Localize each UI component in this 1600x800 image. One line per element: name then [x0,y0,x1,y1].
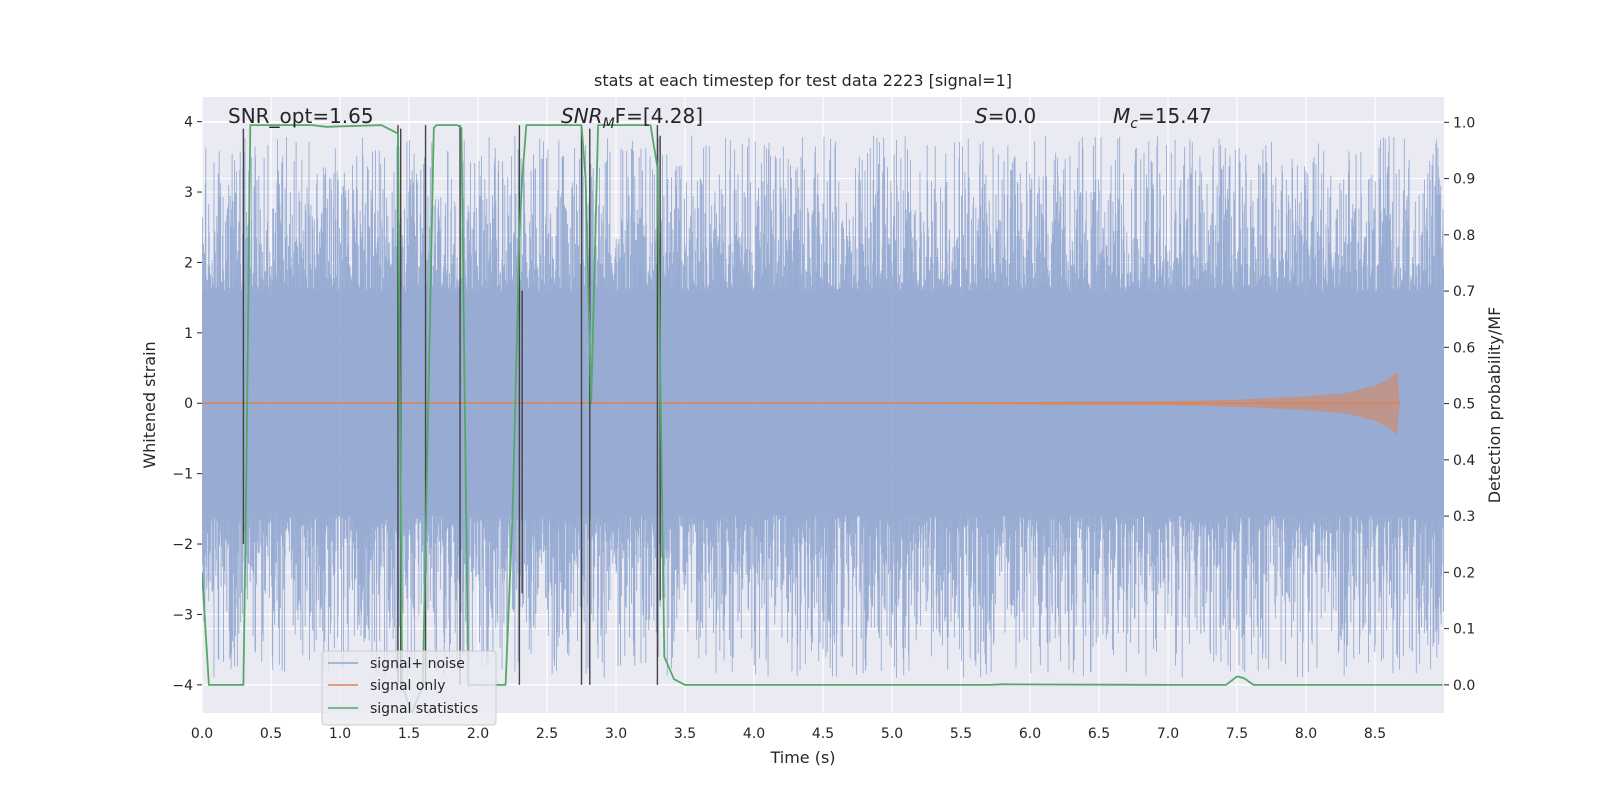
mc-sub: c [1130,116,1138,132]
statistics-trace [202,124,1443,713]
y-axis-ticks: −4 −3 −2 −1 0 1 2 3 4 [172,115,202,694]
x-tick-label: 3.5 [674,726,696,742]
y-tick-label: −2 [172,537,193,553]
x-tick-label: 6.5 [1088,726,1110,742]
x-tick-label: 4.5 [812,726,834,742]
x-axis-label: Time (s) [769,748,835,767]
y-tick-label: 0 [184,396,193,412]
y-tick-label: 4 [184,115,193,131]
x-tick-label: 0.5 [260,726,282,742]
y-tick-label: 3 [184,185,193,201]
mc-annotation: Mc=15.47 [1113,104,1212,132]
y-right-tick-label: 0.1 [1453,622,1475,638]
legend-label-stats: signal statistics [370,701,478,717]
snr-opt-annotation: SNR_opt=1.65 [228,104,374,128]
snr-mf-rest: F=[4.28] [615,104,703,128]
x-axis-ticks: 0.0 0.5 1.0 1.5 2.0 2.5 3.0 3.5 4.0 4.5 5.0 5.5 6.0 6… [191,726,1386,742]
legend-label-signal: signal only [370,678,445,694]
snr-mf-annotation: SNRMF=[4.28] [561,104,703,132]
y-tick-label: 2 [184,255,193,271]
x-tick-label: 2.0 [467,726,489,742]
snr-mf-sub: M [603,116,615,132]
x-tick-label: 5.5 [950,726,972,742]
y-axis-label: Whitened strain [140,341,159,468]
y-right-tick-label: 0.9 [1453,172,1475,188]
s-var: S [975,104,988,128]
noise-trace [202,135,1444,678]
s-rest: =0.0 [988,104,1037,128]
y-right-tick-label: 0.4 [1453,453,1475,469]
snr-mf-var: SNR [561,104,603,128]
signal-only-series [202,371,1400,435]
x-tick-label: 1.0 [329,726,351,742]
y-tick-label: −4 [172,678,193,694]
x-tick-label: 2.5 [536,726,558,742]
signal-statistics-series [202,124,1443,713]
x-tick-label: 8.5 [1364,726,1386,742]
y-tick-label: −1 [172,467,193,483]
legend-label-noise: signal+ noise [370,656,465,672]
x-tick-label: 0.0 [191,726,213,742]
y-right-tick-label: 0.6 [1453,340,1475,356]
y-right-tick-label: 0.2 [1453,565,1475,581]
legend: signal+ noise signal only signal statist… [321,650,497,726]
y-right-tick-label: 0.7 [1453,284,1475,300]
y-right-tick-label: 0.5 [1453,397,1475,413]
y-tick-label: 1 [184,326,193,342]
y-right-tick-label: 0.0 [1453,678,1475,694]
x-tick-label: 7.0 [1157,726,1179,742]
x-tick-label: 7.5 [1226,726,1248,742]
y-axis-right-ticks: 0.0 0.1 0.2 0.3 0.4 0.5 0.6 0.7 0.8 0.9 1.0 [1444,115,1475,694]
y-right-tick-label: 0.3 [1453,509,1475,525]
y-right-tick-label: 0.8 [1453,228,1475,244]
signal-noise-series [202,135,1444,678]
x-tick-label: 3.0 [605,726,627,742]
x-tick-label: 4.0 [743,726,765,742]
y-tick-label: −3 [172,607,193,623]
y-axis-right-label: Detection probability/MF [1485,307,1504,504]
x-tick-label: 6.0 [1019,726,1041,742]
x-tick-label: 8.0 [1295,726,1317,742]
chart-title: stats at each timestep for test data 222… [594,71,1012,90]
x-tick-label: 1.5 [398,726,420,742]
mc-rest: =15.47 [1138,104,1212,128]
x-tick-label: 5.0 [881,726,903,742]
mc-var: M [1113,104,1130,128]
s-annotation: S=0.0 [975,104,1036,128]
legend-box [321,650,497,726]
y-right-tick-label: 1.0 [1453,115,1475,131]
